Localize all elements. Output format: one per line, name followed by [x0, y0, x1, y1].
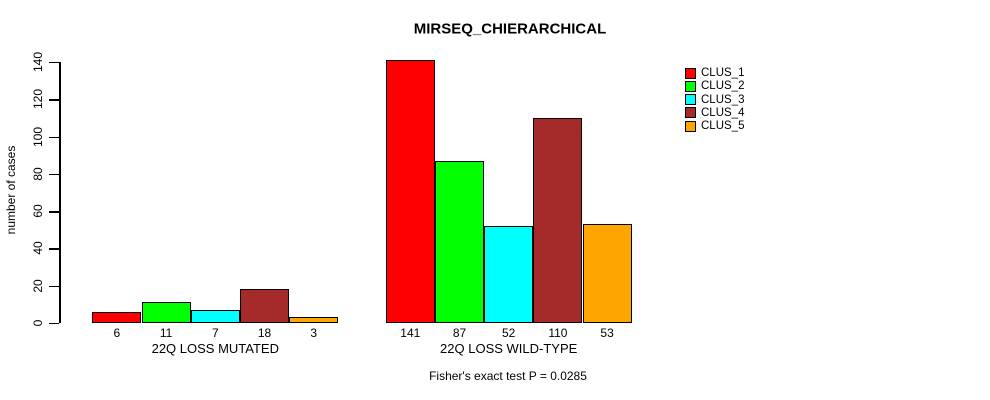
bar-value-label: 52: [502, 326, 516, 340]
group-label: 22Q LOSS WILD-TYPE: [440, 341, 578, 356]
legend-label: CLUS_5: [701, 120, 745, 133]
y-tick-mark: [48, 62, 59, 64]
y-tick-mark: [48, 136, 59, 138]
y-tick-label: 80: [31, 167, 45, 181]
bar-value-label: 11: [159, 326, 173, 340]
bar-value-label: 18: [257, 326, 272, 340]
y-tick-label: 140: [31, 51, 45, 73]
y-tick-label: 60: [31, 204, 45, 218]
legend-item-clus_2: CLUS_2: [685, 80, 744, 92]
chart-title: MIRSEQ_CHIERARCHICAL: [413, 20, 607, 38]
legend-item-clus_4: CLUS_4: [685, 107, 744, 119]
legend-item-clus_1: CLUS_1: [685, 67, 744, 79]
bar-clus_5-wild-type: [582, 224, 632, 323]
y-tick-label: 20: [31, 279, 45, 293]
y-tick-mark: [48, 211, 59, 213]
legend-swatch-icon: [685, 107, 696, 119]
bar-clus_3-wild-type: [484, 226, 534, 323]
group-label: 22Q LOSS MUTATED: [151, 341, 279, 356]
bar-clus_4-mutated: [239, 289, 290, 323]
bar-clus_5-mutated: [289, 317, 339, 323]
fisher-test-footnote: Fisher's exact test P = 0.0285: [429, 369, 587, 383]
bar-value-label: 87: [452, 326, 467, 340]
y-tick-label: 0: [31, 319, 45, 327]
legend-swatch-icon: [685, 67, 696, 79]
bar-clus_2-mutated: [141, 302, 191, 323]
legend-item-clus_3: CLUS_3: [685, 94, 744, 106]
bar-clus_4-wild-type: [533, 117, 583, 323]
y-tick-label: 120: [31, 89, 45, 110]
legend-item-clus_5: CLUS_5: [685, 120, 744, 132]
legend-label: CLUS_4: [701, 106, 745, 119]
legend-label: CLUS_1: [701, 67, 745, 79]
y-tick-mark: [48, 323, 59, 325]
bar-value-label: 53: [600, 326, 614, 340]
legend-label: CLUS_3: [701, 93, 745, 106]
y-tick-mark: [48, 173, 59, 176]
legend-swatch-icon: [685, 120, 696, 132]
legend-swatch-icon: [685, 94, 696, 106]
bar-clus_2-wild-type: [434, 160, 485, 323]
bar-value-label: 7: [211, 326, 219, 340]
legend: CLUS_1 CLUS_2 CLUS_3 CLUS_4 CLUS_5: [685, 67, 805, 147]
y-tick-mark: [48, 285, 59, 288]
y-axis-title: number of cases: [4, 145, 18, 235]
bar-clus_3-mutated: [190, 309, 240, 323]
y-tick-label: 100: [31, 126, 45, 147]
bar-clus_1-wild-type: [385, 60, 435, 323]
bar-clus_1-mutated: [92, 311, 142, 323]
y-tick-label: 40: [31, 241, 45, 256]
bar-value-label: 6: [113, 326, 121, 340]
bar-value-label: 3: [310, 326, 318, 340]
bar-value-label: 141: [400, 326, 421, 340]
legend-label: CLUS_2: [701, 80, 745, 93]
y-axis-line: [59, 62, 61, 323]
y-tick-mark: [48, 248, 59, 250]
y-tick-mark: [48, 99, 59, 101]
legend-swatch-icon: [685, 80, 696, 92]
bar-value-label: 110: [548, 326, 568, 340]
